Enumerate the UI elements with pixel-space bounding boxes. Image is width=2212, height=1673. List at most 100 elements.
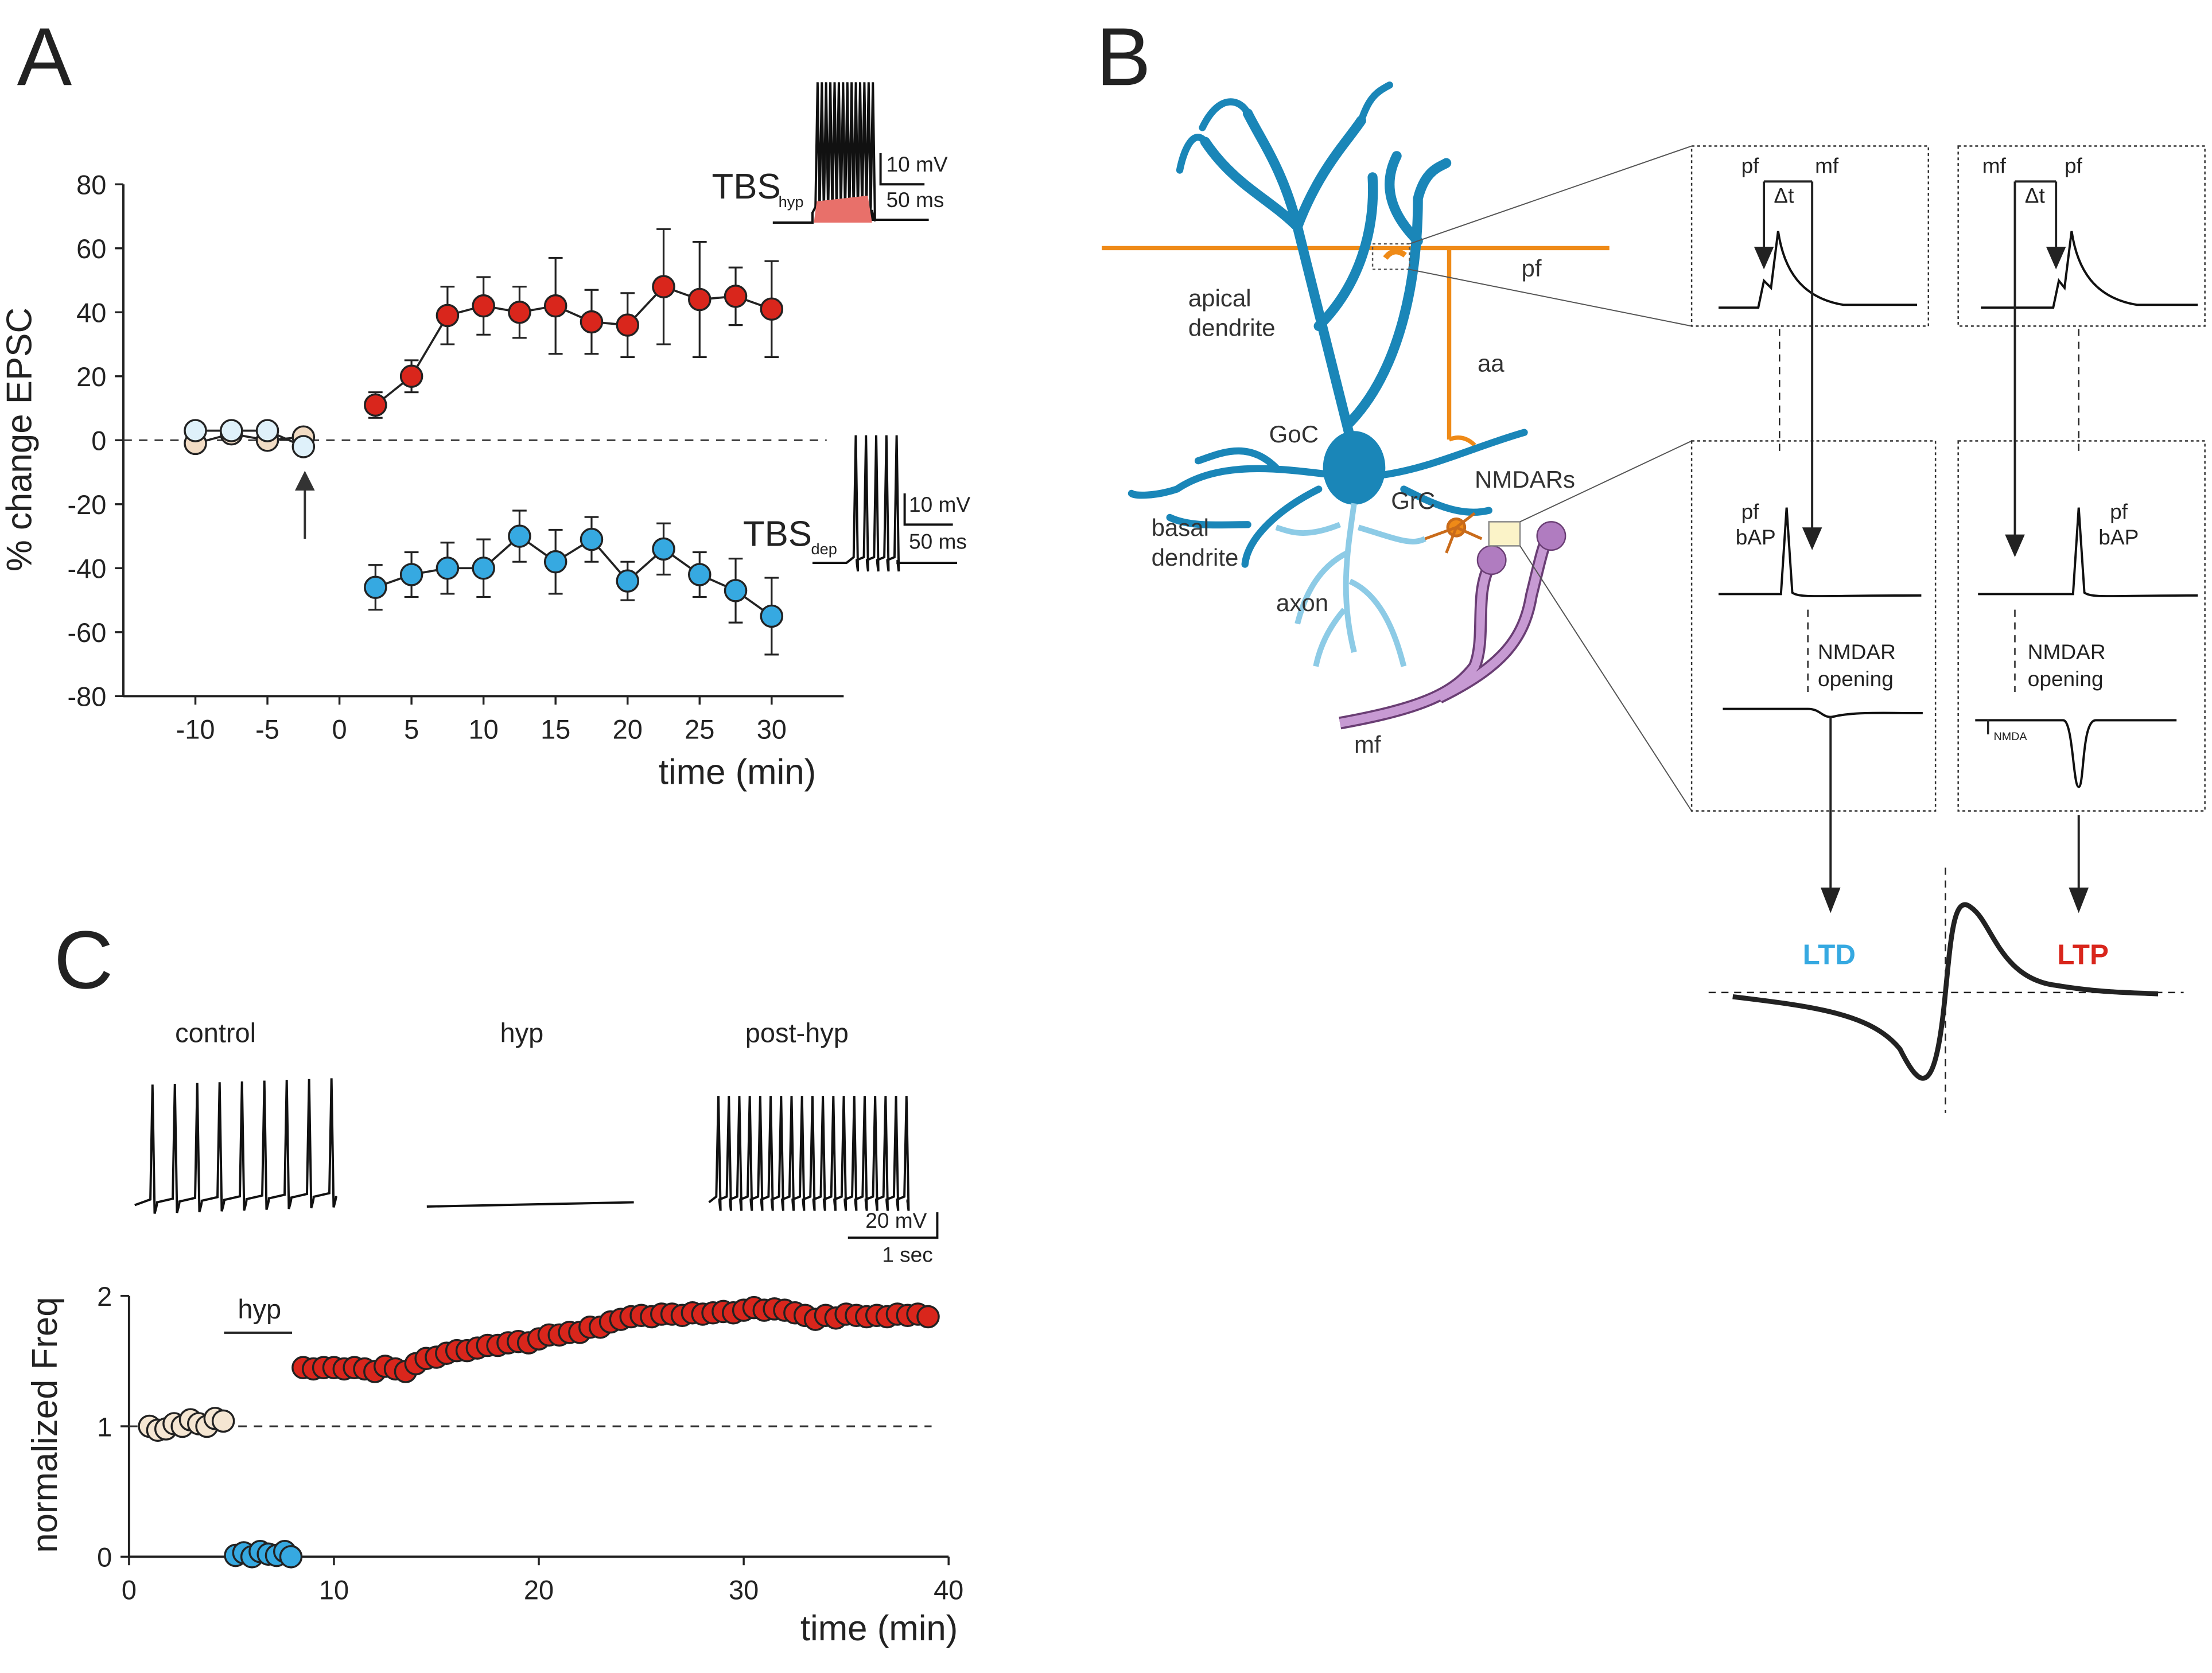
marker <box>688 563 712 586</box>
annotation: 50 ms <box>909 529 967 553</box>
annotation: 10 mV <box>909 492 970 516</box>
annotation: hyp <box>238 1294 281 1324</box>
box-label: pf <box>2110 499 2128 523</box>
annotation: 50 ms <box>886 188 944 212</box>
trace <box>812 435 958 572</box>
box-label: mf <box>1982 154 2007 178</box>
marker <box>688 287 712 312</box>
diagram-label: dendrite <box>1188 314 1276 341</box>
x-axis-label: time (min) <box>659 753 817 792</box>
marker <box>652 537 675 561</box>
arrows <box>1708 180 2184 1113</box>
marker <box>543 550 567 574</box>
outcome-label: LTP <box>2057 939 2109 970</box>
marker <box>255 419 279 442</box>
x-tick-label: 15 <box>541 714 570 744</box>
x-tick-label: 10 <box>319 1574 349 1605</box>
marker <box>399 563 423 586</box>
golgi-cell <box>1128 81 1528 568</box>
box-label: Δt <box>2025 183 2046 207</box>
marker <box>211 1409 235 1433</box>
diagram-label: NMDARs <box>1475 466 1575 493</box>
marker <box>616 569 639 593</box>
panel-label: B <box>1096 11 1151 103</box>
marker <box>364 393 387 417</box>
rosette <box>1476 545 1507 575</box>
y-tick-label: -80 <box>67 682 106 712</box>
zoom-box <box>1371 243 1410 270</box>
y-tick-label: 40 <box>76 298 106 328</box>
annotation: TBS <box>712 167 781 207</box>
outcome-label: LTD <box>1803 939 1856 970</box>
boxes <box>1690 145 2206 812</box>
arrow-head <box>295 470 315 491</box>
marker <box>436 304 460 328</box>
marker <box>760 604 784 628</box>
series-line <box>375 535 772 617</box>
axon <box>1275 503 1426 667</box>
panel-label: A <box>17 11 72 103</box>
x-tick-label: -10 <box>176 714 215 744</box>
marker <box>580 527 604 551</box>
annotation: 10 mV <box>886 152 947 176</box>
box-label: Δt <box>1774 183 1794 207</box>
box-label: NMDAR <box>2028 640 2106 664</box>
marker <box>616 313 639 337</box>
box-label: pf <box>1741 154 1760 178</box>
diagram-label: mf <box>1354 731 1381 758</box>
marker <box>724 579 748 602</box>
rosette <box>1536 521 1566 551</box>
marker <box>184 419 207 442</box>
marker <box>760 297 784 321</box>
marker <box>652 275 675 298</box>
annotation: control <box>175 1017 256 1048</box>
annotation: hyp <box>779 193 804 211</box>
y-tick-label: 80 <box>76 170 106 200</box>
arrow-heads <box>1754 247 2089 913</box>
y-tick-label: -20 <box>67 489 106 520</box>
marker <box>364 575 387 600</box>
box-label: opening <box>2028 667 2104 691</box>
granule-cell <box>1424 512 1483 554</box>
trace <box>426 1201 634 1208</box>
stdp-curve <box>1732 902 2159 1081</box>
box-label: pf <box>2065 154 2083 178</box>
y-tick-label: 0 <box>91 426 106 456</box>
x-tick-label: 20 <box>613 714 643 744</box>
marker <box>436 557 460 580</box>
marker <box>916 1305 940 1329</box>
x-tick-label: 30 <box>757 714 787 744</box>
box-label: pf <box>1741 499 1760 523</box>
y-tick-label: 60 <box>76 234 106 264</box>
marker <box>472 294 495 318</box>
box-label: bAP <box>1736 525 1776 549</box>
diagram-label: dendrite <box>1152 544 1239 571</box>
y-tick-label: 1 <box>97 1411 112 1442</box>
y-tick-label: 0 <box>97 1542 112 1573</box>
box-label: I <box>1985 715 1991 739</box>
trace <box>134 1078 337 1214</box>
annotation: 1 sec <box>882 1242 933 1266</box>
marker <box>580 310 604 334</box>
marker <box>508 301 531 324</box>
x-tick-label: -5 <box>255 714 279 744</box>
y-tick-label: 2 <box>97 1281 112 1312</box>
diagram-label: GoC <box>1269 421 1319 448</box>
x-tick-label: 20 <box>524 1574 554 1605</box>
scale-bar <box>848 1212 939 1239</box>
y-tick-label: -60 <box>67 617 106 648</box>
scale-bar <box>879 153 925 186</box>
diagram-label: apical <box>1188 285 1251 312</box>
marker <box>291 435 316 458</box>
diagram <box>1102 81 2206 1113</box>
marker <box>724 285 748 308</box>
x-tick-label: 30 <box>729 1574 759 1605</box>
panel-label: C <box>54 914 114 1006</box>
annotation: hyp <box>500 1017 544 1048</box>
trace-fill <box>814 196 872 223</box>
marker <box>399 364 423 388</box>
scale-bar <box>903 493 953 526</box>
diagram-label: aa <box>1478 349 1505 376</box>
inset-traces <box>295 82 958 572</box>
